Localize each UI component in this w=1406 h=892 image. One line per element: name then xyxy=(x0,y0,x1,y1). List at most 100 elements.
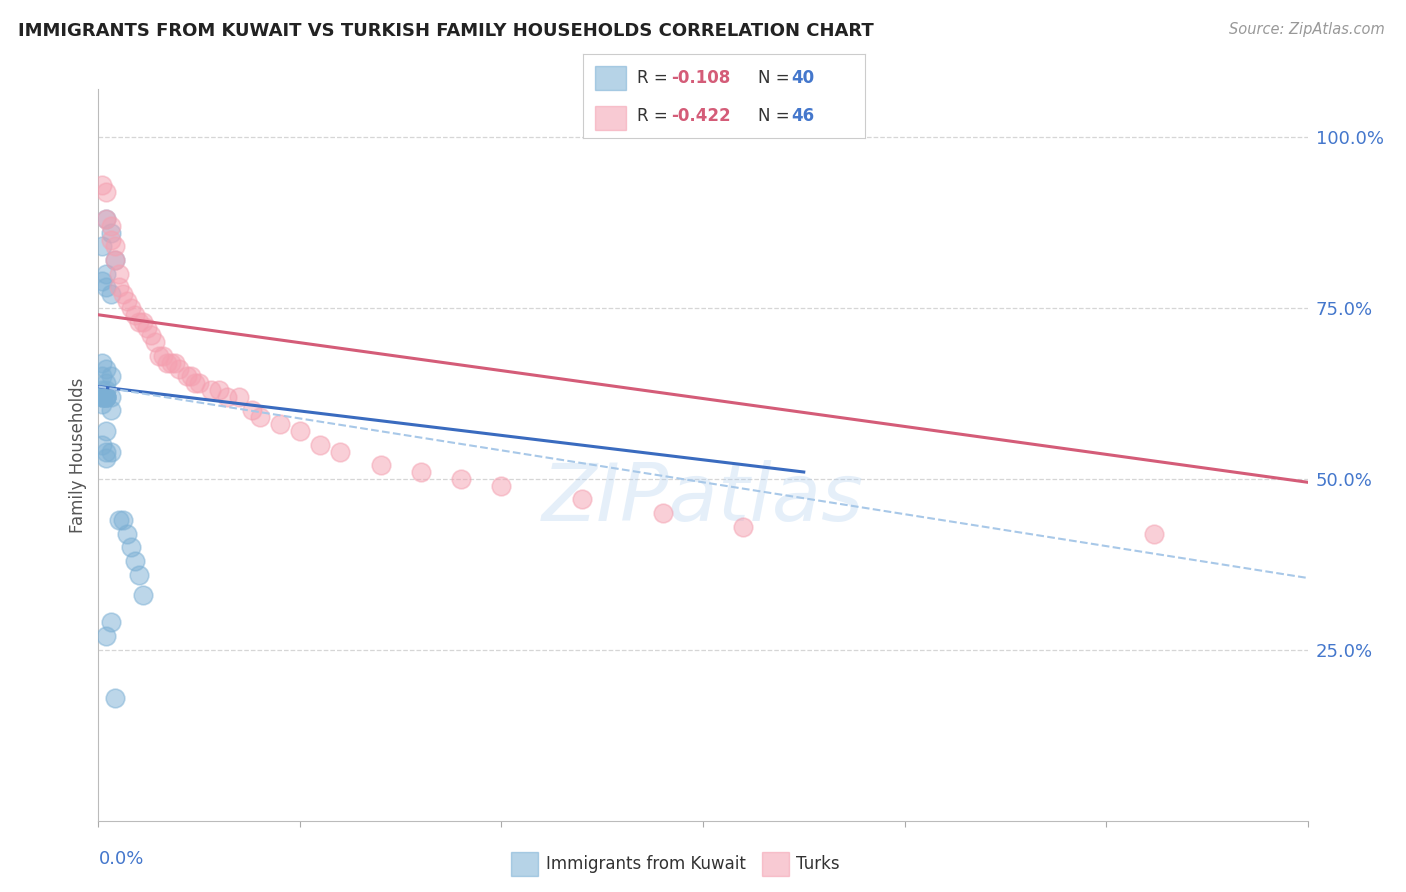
Text: IMMIGRANTS FROM KUWAIT VS TURKISH FAMILY HOUSEHOLDS CORRELATION CHART: IMMIGRANTS FROM KUWAIT VS TURKISH FAMILY… xyxy=(18,22,875,40)
Point xyxy=(91,390,114,404)
Y-axis label: Family Households: Family Households xyxy=(69,377,87,533)
Point xyxy=(96,629,118,643)
Point xyxy=(96,444,118,458)
Point xyxy=(91,239,114,253)
Point xyxy=(100,226,122,240)
Point xyxy=(96,451,118,466)
Point xyxy=(111,513,134,527)
Point xyxy=(115,526,138,541)
Point xyxy=(100,287,122,301)
Bar xyxy=(595,106,626,130)
Point xyxy=(370,458,392,472)
Point xyxy=(132,588,155,602)
Point xyxy=(651,506,673,520)
Text: -0.108: -0.108 xyxy=(671,69,730,87)
Point xyxy=(91,390,114,404)
Point xyxy=(96,362,118,376)
Point xyxy=(96,212,118,227)
Point xyxy=(139,328,162,343)
Point xyxy=(249,410,271,425)
Point xyxy=(329,444,352,458)
Point xyxy=(571,492,593,507)
Point xyxy=(217,390,239,404)
Point xyxy=(1143,526,1166,541)
Point xyxy=(135,321,157,335)
Point xyxy=(733,519,755,533)
Point xyxy=(100,369,122,384)
Text: ZIPatlas: ZIPatlas xyxy=(541,459,865,538)
Point xyxy=(160,356,183,370)
Point xyxy=(91,178,114,192)
Point xyxy=(111,287,134,301)
Point xyxy=(96,383,118,397)
Point xyxy=(163,356,186,370)
Point xyxy=(288,424,311,438)
Point xyxy=(167,362,190,376)
Point xyxy=(91,369,114,384)
Point xyxy=(96,390,118,404)
Text: 46: 46 xyxy=(792,107,814,125)
Point xyxy=(103,690,125,705)
Point xyxy=(100,219,122,233)
Point xyxy=(100,403,122,417)
Point xyxy=(128,567,150,582)
Point xyxy=(96,390,118,404)
Point xyxy=(107,280,129,294)
Point xyxy=(409,465,432,479)
Point xyxy=(100,615,122,630)
Point xyxy=(91,438,114,452)
Point xyxy=(228,390,250,404)
Point xyxy=(309,438,332,452)
Point xyxy=(188,376,211,391)
Point xyxy=(152,349,174,363)
Point xyxy=(96,212,118,227)
Point xyxy=(208,383,231,397)
Point xyxy=(100,444,122,458)
Point xyxy=(96,267,118,281)
Point xyxy=(269,417,291,432)
Point xyxy=(176,369,198,384)
Point xyxy=(96,390,118,404)
Point xyxy=(91,274,114,288)
Point xyxy=(124,308,146,322)
Point xyxy=(96,376,118,391)
Point xyxy=(156,356,179,370)
Text: R =: R = xyxy=(637,107,673,125)
Point xyxy=(107,267,129,281)
Point xyxy=(180,369,202,384)
Bar xyxy=(595,66,626,90)
Point xyxy=(143,335,166,350)
Point xyxy=(91,356,114,370)
Point xyxy=(132,315,155,329)
Point xyxy=(450,472,472,486)
Point xyxy=(107,513,129,527)
Point xyxy=(100,233,122,247)
Text: N =: N = xyxy=(758,69,794,87)
Point xyxy=(100,390,122,404)
Point xyxy=(200,383,222,397)
Point xyxy=(96,424,118,438)
Text: Source: ZipAtlas.com: Source: ZipAtlas.com xyxy=(1229,22,1385,37)
Point xyxy=(120,301,142,315)
Point xyxy=(103,239,125,253)
Text: Turks: Turks xyxy=(796,855,841,873)
Text: 0.0%: 0.0% xyxy=(98,850,143,868)
Text: Immigrants from Kuwait: Immigrants from Kuwait xyxy=(546,855,745,873)
Bar xyxy=(762,853,789,876)
Point xyxy=(148,349,170,363)
Point xyxy=(103,253,125,268)
Point xyxy=(184,376,207,391)
Point xyxy=(96,280,118,294)
Point xyxy=(491,478,513,492)
Point xyxy=(91,390,114,404)
Point xyxy=(128,315,150,329)
Point xyxy=(115,294,138,309)
Text: -0.422: -0.422 xyxy=(671,107,730,125)
Bar xyxy=(512,853,538,876)
Text: 40: 40 xyxy=(792,69,814,87)
Point xyxy=(96,390,118,404)
Point xyxy=(124,554,146,568)
Text: R =: R = xyxy=(637,69,673,87)
Point xyxy=(96,185,118,199)
Point xyxy=(103,253,125,268)
